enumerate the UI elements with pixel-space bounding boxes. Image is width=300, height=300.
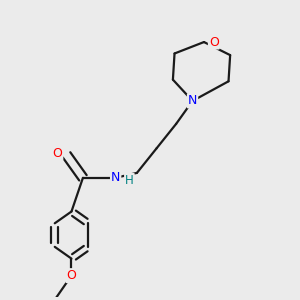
Text: O: O: [52, 147, 62, 160]
Text: O: O: [67, 269, 76, 282]
Text: N: N: [111, 171, 120, 184]
Text: H: H: [125, 174, 134, 187]
Text: N: N: [188, 94, 197, 107]
Text: O: O: [209, 35, 219, 49]
